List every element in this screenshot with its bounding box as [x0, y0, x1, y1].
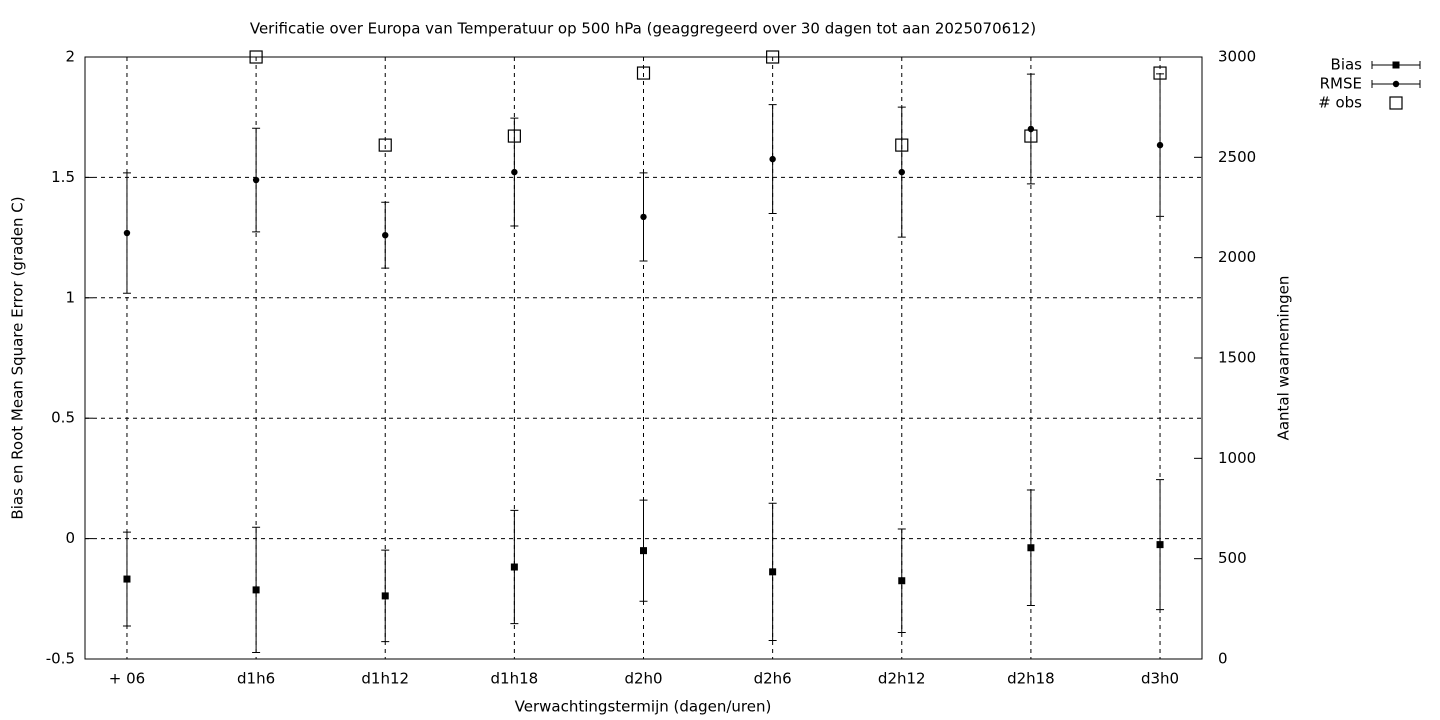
data-point — [898, 577, 906, 585]
data-point — [252, 586, 260, 594]
data-point — [249, 50, 263, 64]
y2-tick-label: 3000 — [1218, 48, 1256, 66]
y-tick-label: 1 — [65, 288, 75, 306]
legend-marker — [1392, 80, 1400, 88]
y2-tick-label: 1000 — [1218, 449, 1256, 467]
y2-tick-label: 2000 — [1218, 248, 1256, 266]
data-point — [1027, 544, 1035, 552]
legend-label: Bias — [1331, 56, 1363, 74]
y-tick-label: -0.5 — [46, 650, 75, 668]
data-point — [898, 168, 905, 176]
x-tick-label: d1h18 — [491, 670, 539, 688]
x-tick-label: d2h18 — [1007, 670, 1055, 688]
y2-tick-label: 2500 — [1218, 148, 1256, 166]
y-tick-label: 0 — [65, 529, 75, 547]
y2-tick-label: 0 — [1218, 650, 1228, 668]
data-point — [511, 168, 518, 176]
data-point — [640, 547, 647, 555]
data-point — [1027, 125, 1035, 133]
data-point — [123, 575, 131, 583]
data-point — [1153, 66, 1167, 80]
x-tick-label: d2h6 — [754, 670, 792, 688]
x-tick-label: d3h0 — [1141, 670, 1179, 688]
legend-label: # obs — [1318, 94, 1362, 112]
data-point — [1024, 129, 1038, 143]
data-point — [378, 138, 392, 152]
data-point — [636, 66, 651, 80]
data-point — [382, 231, 389, 239]
data-point — [769, 155, 776, 163]
data-point — [640, 213, 647, 221]
y2-tick-label: 1500 — [1218, 349, 1256, 367]
data-point — [510, 563, 518, 571]
x-tick-label: + 06 — [109, 670, 145, 688]
x-tick-label: d2h0 — [624, 670, 662, 688]
data-point — [252, 176, 260, 184]
legend-marker — [1392, 61, 1400, 69]
x-tick-label: d1h12 — [361, 670, 409, 688]
x-tick-label: d1h6 — [237, 670, 275, 688]
data-point — [381, 592, 389, 600]
legend-label: RMSE — [1320, 75, 1362, 93]
y2-tick-label: 500 — [1218, 549, 1247, 567]
plot-frame — [84, 56, 1203, 660]
x-axis-label: Verwachtingstermijn (dagen/uren) — [515, 698, 772, 716]
chart-title: Verificatie over Europa van Temperatuur … — [250, 20, 1036, 38]
data-point — [1156, 541, 1164, 549]
x-tick-label: d2h12 — [878, 670, 926, 688]
y-tick-label: 0.5 — [51, 409, 75, 427]
data-point — [769, 568, 777, 576]
data-point — [766, 50, 780, 64]
data-point — [507, 129, 521, 143]
data-point — [895, 138, 909, 152]
y-axis-label: Bias en Root Mean Square Error (graden C… — [9, 196, 27, 519]
y-tick-label: 2 — [65, 48, 75, 66]
data-point — [123, 229, 131, 237]
data-point — [1156, 141, 1164, 149]
legend-marker — [1389, 96, 1403, 110]
y2-axis-label: Aantal waarnemingen — [1275, 276, 1293, 441]
y-tick-label: 1.5 — [51, 168, 75, 186]
